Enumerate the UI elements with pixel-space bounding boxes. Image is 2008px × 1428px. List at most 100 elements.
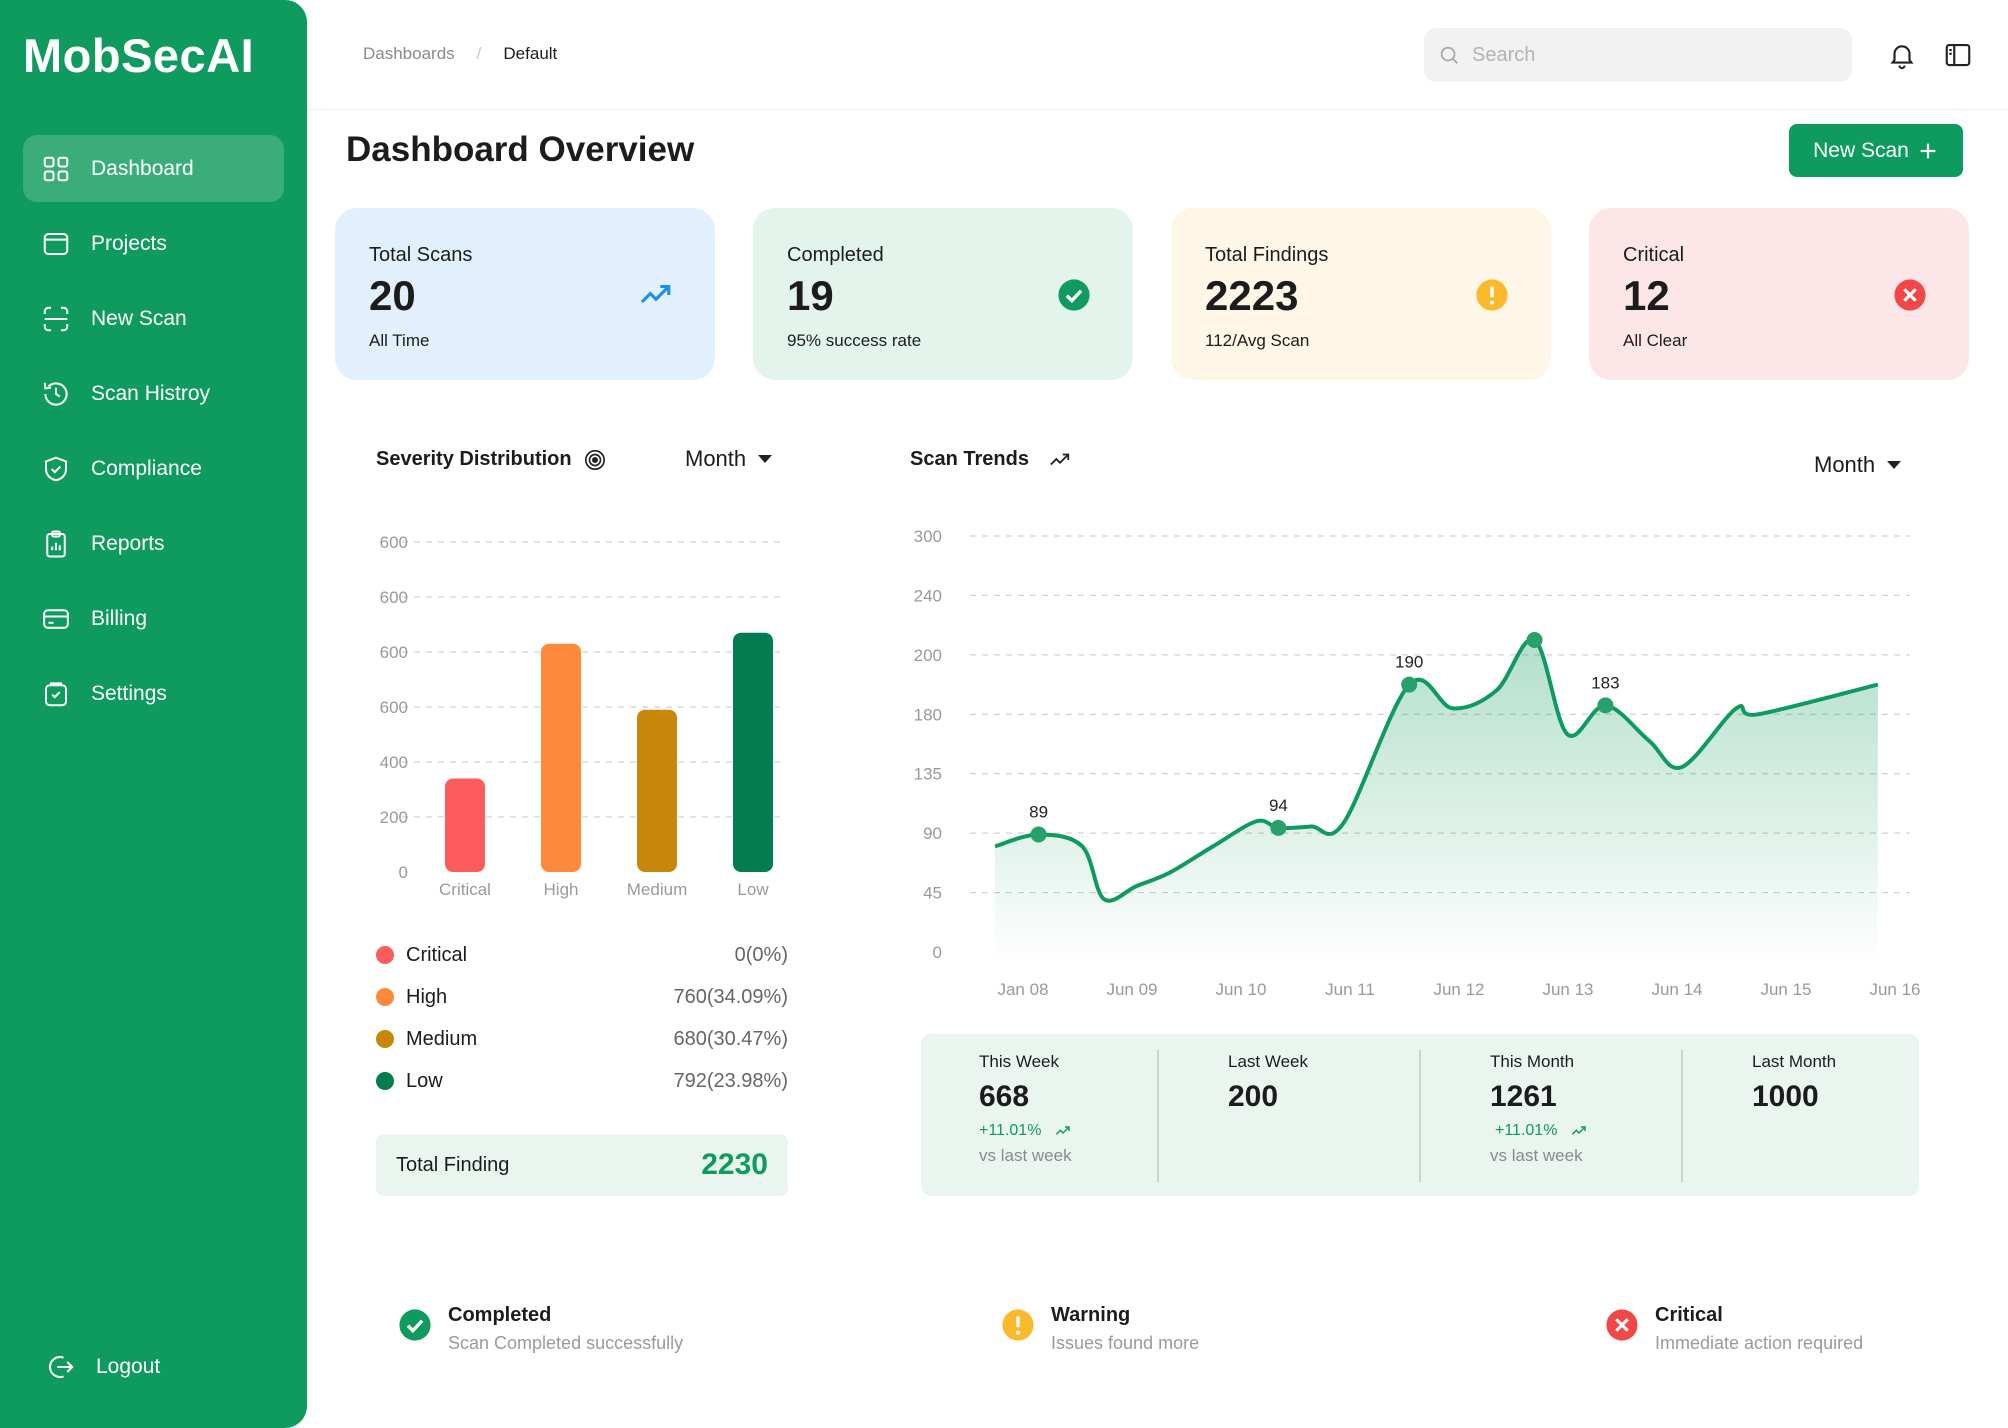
data-label: 89: [1029, 802, 1048, 821]
severity-title: Severity Distribution: [376, 448, 606, 471]
history-icon: [43, 381, 68, 406]
legend-label: High: [406, 985, 448, 1008]
breadcrumb-parent[interactable]: Dashboards: [363, 44, 455, 63]
x-circle-icon: [1606, 1309, 1638, 1341]
new-scan-button[interactable]: New Scan: [1789, 124, 1963, 177]
plus-icon: [1920, 143, 1936, 158]
sidebar-item-dashboard[interactable]: Dashboard: [23, 135, 284, 202]
data-point: [1597, 697, 1614, 714]
stat-value: 2223: [1205, 272, 1299, 319]
stat-card-total-scans[interactable]: Total Scans 20 All Time: [335, 208, 715, 380]
x-tick-label: Critical: [439, 880, 491, 899]
severity-bar-chart: 0 200 400 600 600 600 600 Critical High Medium Low: [380, 533, 785, 899]
total-finding-box: Total Finding 2230: [376, 1134, 788, 1196]
x-tick-label: Jun 16: [1869, 980, 1920, 999]
bell-icon[interactable]: [1887, 40, 1917, 70]
stat-card-critical[interactable]: Critical 12 All Clear: [1589, 208, 1969, 380]
status-desc: Immediate action required: [1655, 1333, 1864, 1353]
stat-card-total-findings[interactable]: Total Findings 2223 112/Avg Scan: [1171, 208, 1551, 380]
x-tick-label: Jun 11: [1325, 980, 1375, 999]
folder-icon: [43, 232, 69, 255]
clipboard-icon: [46, 530, 66, 557]
severity-period-value: Month: [685, 446, 747, 471]
sidebar-item-scan-history[interactable]: Scan Histroy: [23, 360, 284, 427]
summary-sub: vs last week: [1490, 1146, 1583, 1165]
sidebar-item-compliance[interactable]: Compliance: [23, 435, 284, 502]
sidebar-item-label: Settings: [91, 681, 167, 705]
sidebar-item-label: Reports: [91, 531, 165, 555]
breadcrumb: Dashboards / Default: [363, 44, 557, 64]
x-tick-label: Jun 13: [1542, 980, 1593, 999]
sidebar-item-settings[interactable]: Settings: [23, 660, 284, 727]
summary-sub: vs last week: [979, 1146, 1072, 1165]
data-point: [1401, 676, 1418, 693]
sidebar-item-billing[interactable]: Billing: [23, 585, 284, 652]
bar: [733, 632, 773, 872]
breadcrumb-current: Default: [503, 44, 558, 63]
logout-icon: [49, 1356, 74, 1378]
bar: [445, 778, 485, 872]
top-bar: Dashboards / Default: [307, 0, 2008, 110]
legend-dot: [376, 1030, 394, 1048]
status-completed: Completed Scan Completed successfully: [398, 1304, 683, 1354]
y-tick-label: 300: [914, 527, 942, 546]
settings-icon: [45, 681, 67, 706]
legend-value: 0(0%): [734, 943, 788, 966]
trends-period-dropdown[interactable]: Month: [1814, 452, 1902, 478]
scan-icon: [43, 306, 69, 331]
summary-label: Last Month: [1752, 1052, 1837, 1071]
x-tick-label: Jun 10: [1215, 980, 1266, 999]
x-tick-label: Low: [737, 880, 769, 899]
scan-trends-title: Scan Trends: [910, 448, 1073, 471]
legend-value: 760(34.09%): [673, 985, 788, 1008]
logout-label: Logout: [96, 1355, 161, 1378]
trend-up-icon: [1056, 1126, 1071, 1135]
brand-logo[interactable]: MobSecAI: [23, 29, 255, 82]
check-circle-icon: [1058, 279, 1090, 311]
sidebar-item-reports[interactable]: Reports: [23, 510, 284, 577]
shield-check-icon: [45, 456, 67, 481]
trend-area: [995, 639, 1878, 962]
sidebar-toggle-icon[interactable]: [1943, 40, 1973, 70]
severity-period-dropdown[interactable]: Month: [685, 446, 773, 472]
bar: [637, 709, 677, 872]
legend-label: Low: [406, 1069, 443, 1092]
x-tick-label: Medium: [627, 880, 687, 899]
stat-sub: All Clear: [1623, 331, 1688, 350]
sidebar-item-new-scan[interactable]: New Scan: [23, 285, 284, 352]
sidebar-item-projects[interactable]: Projects: [23, 210, 284, 277]
y-tick-label: 600: [380, 643, 408, 662]
stat-value: 12: [1623, 272, 1670, 319]
x-tick-label: Jan 08: [997, 980, 1048, 999]
summary-change: +11.01%: [1490, 1122, 1681, 1140]
sidebar-item-label: Projects: [91, 231, 167, 255]
status-title: Completed: [448, 1304, 552, 1326]
status-title: Warning: [1051, 1304, 1131, 1326]
logout-button[interactable]: Logout: [46, 1352, 160, 1382]
search-box[interactable]: [1424, 28, 1852, 82]
data-label: 94: [1269, 796, 1288, 815]
summary-value: 1261: [1490, 1080, 1557, 1113]
summary-label: This Month: [1490, 1052, 1575, 1071]
trend-up-icon: [640, 284, 671, 304]
data-label: 183: [1591, 673, 1619, 692]
stat-label: Total Findings: [1205, 244, 1329, 266]
severity-title-text: Severity Distribution: [376, 448, 572, 470]
grid-icon: [43, 156, 69, 181]
stat-card-completed[interactable]: Completed 19 95% success rate: [753, 208, 1133, 380]
y-tick-label: 200: [380, 808, 408, 827]
sidebar-item-label: New Scan: [91, 306, 187, 330]
total-finding-value: 2230: [701, 1148, 768, 1181]
search-icon: [1440, 46, 1458, 64]
total-finding-label: Total Finding: [396, 1153, 510, 1176]
y-tick-label: 45: [923, 884, 942, 903]
legend-value: 792(23.98%): [673, 1069, 788, 1092]
summary-divider: [1681, 1050, 1683, 1182]
trend-up-icon: [1572, 1126, 1587, 1135]
data-label: 190: [1395, 653, 1423, 672]
data-point: [1270, 819, 1287, 836]
x-tick-label: Jun 09: [1106, 980, 1157, 999]
search-input[interactable]: [1472, 43, 1832, 67]
breadcrumb-separator: /: [476, 44, 482, 63]
summary-label: Last Week: [1228, 1052, 1309, 1071]
